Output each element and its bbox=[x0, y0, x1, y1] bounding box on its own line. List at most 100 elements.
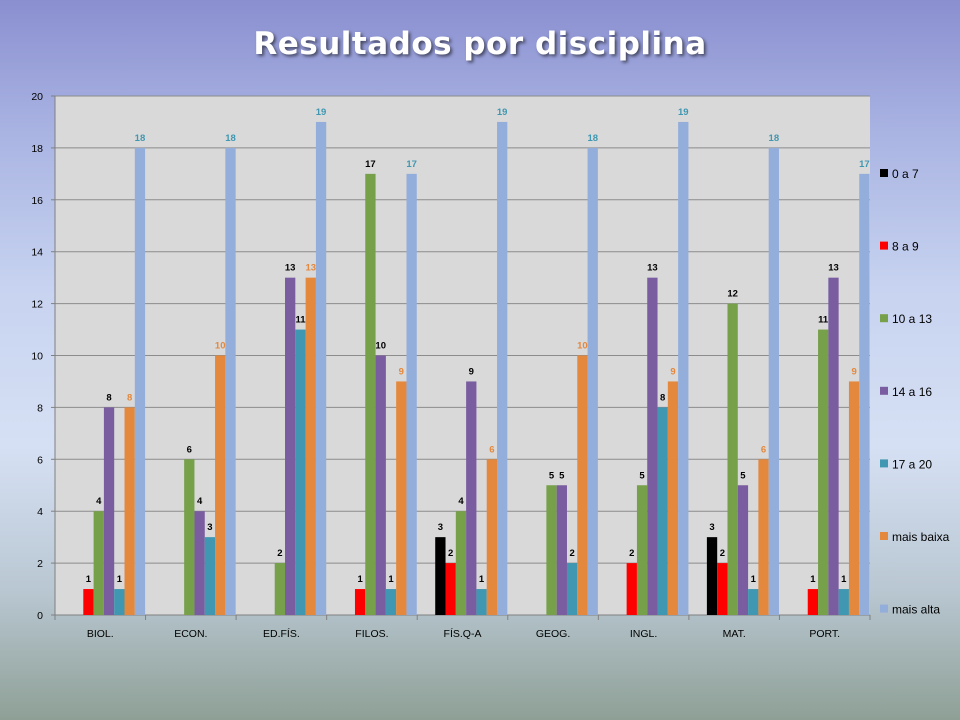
legend-label: 10 a 13 bbox=[892, 312, 932, 326]
data-label: 6 bbox=[761, 444, 766, 455]
data-label: 4 bbox=[197, 496, 203, 507]
y-tick-label: 2 bbox=[37, 558, 43, 570]
data-label: 11 bbox=[295, 315, 306, 326]
data-label: 8 bbox=[106, 392, 111, 403]
data-label: 2 bbox=[277, 548, 282, 559]
x-tick-label: GEOG. bbox=[536, 628, 570, 640]
bar bbox=[587, 147, 598, 615]
bar bbox=[657, 407, 668, 615]
data-label: 1 bbox=[117, 574, 123, 585]
bar bbox=[667, 381, 679, 615]
data-label: 5 bbox=[559, 470, 565, 481]
data-label: 4 bbox=[458, 496, 464, 507]
bar bbox=[295, 329, 306, 615]
data-label: 1 bbox=[357, 574, 363, 585]
data-label: 10 bbox=[215, 341, 226, 352]
data-label: 18 bbox=[225, 133, 236, 144]
bar bbox=[828, 277, 839, 615]
data-label: 9 bbox=[851, 366, 856, 377]
data-label: 3 bbox=[438, 522, 443, 533]
bar bbox=[818, 329, 829, 615]
x-tick-label: ED.FÍS. bbox=[263, 627, 300, 640]
y-tick-label: 0 bbox=[37, 610, 43, 622]
bar bbox=[114, 589, 125, 615]
bar bbox=[396, 381, 407, 615]
x-tick-label: FÍS.Q-A bbox=[444, 627, 482, 640]
bar bbox=[455, 511, 467, 615]
bar bbox=[385, 589, 397, 615]
legend-swatch bbox=[880, 604, 888, 613]
legend-label: 0 a 7 bbox=[892, 167, 919, 181]
data-label: 6 bbox=[187, 444, 192, 455]
bar bbox=[848, 381, 860, 615]
data-label: 1 bbox=[86, 574, 92, 585]
bar bbox=[727, 303, 738, 615]
x-tick-label: FILOS. bbox=[355, 628, 388, 640]
data-label: 9 bbox=[399, 366, 404, 377]
data-label: 3 bbox=[207, 522, 212, 533]
bar bbox=[274, 563, 286, 615]
legend-swatch bbox=[880, 386, 888, 395]
data-label: 1 bbox=[841, 574, 847, 585]
data-label: 17 bbox=[406, 159, 417, 170]
data-label: 10 bbox=[375, 341, 386, 352]
bar bbox=[838, 589, 849, 615]
legend-label: 17 a 20 bbox=[892, 457, 932, 471]
bar bbox=[375, 355, 386, 615]
bar bbox=[497, 121, 508, 615]
data-label: 5 bbox=[549, 470, 555, 481]
bar bbox=[406, 173, 417, 615]
bar bbox=[354, 589, 366, 615]
bar bbox=[706, 537, 718, 615]
bar bbox=[556, 485, 567, 615]
data-label: 5 bbox=[740, 470, 746, 481]
data-label: 19 bbox=[678, 107, 689, 118]
data-label: 19 bbox=[497, 107, 508, 118]
bar bbox=[717, 563, 728, 615]
legend-swatch bbox=[880, 241, 888, 250]
bar bbox=[285, 277, 296, 615]
data-label: 9 bbox=[469, 366, 474, 377]
bar bbox=[225, 147, 236, 615]
data-label: 6 bbox=[489, 444, 494, 455]
y-tick-label: 10 bbox=[31, 351, 43, 363]
data-label: 17 bbox=[365, 159, 376, 170]
data-label: 1 bbox=[810, 574, 816, 585]
data-label: 2 bbox=[448, 548, 453, 559]
bar bbox=[807, 589, 819, 615]
data-label: 9 bbox=[670, 366, 675, 377]
bar bbox=[305, 277, 316, 615]
data-label: 2 bbox=[720, 548, 725, 559]
bar bbox=[678, 121, 689, 615]
bar bbox=[83, 589, 94, 615]
data-label: 3 bbox=[709, 522, 714, 533]
data-label: 13 bbox=[647, 263, 658, 274]
bar bbox=[466, 381, 477, 615]
data-label: 1 bbox=[388, 574, 394, 585]
bar bbox=[215, 355, 226, 615]
data-label: 17 bbox=[859, 159, 870, 170]
legend-swatch bbox=[880, 459, 888, 468]
bar bbox=[435, 537, 446, 615]
data-label: 13 bbox=[285, 263, 296, 274]
y-tick-label: 6 bbox=[37, 454, 43, 466]
y-tick-label: 14 bbox=[31, 247, 43, 259]
bar bbox=[476, 589, 487, 615]
bar bbox=[758, 459, 769, 615]
data-label: 11 bbox=[818, 315, 829, 326]
x-tick-label: INGL. bbox=[630, 628, 657, 640]
data-label: 1 bbox=[751, 574, 757, 585]
bar bbox=[124, 407, 135, 615]
data-label: 1 bbox=[479, 574, 485, 585]
bar bbox=[184, 459, 195, 615]
data-label: 4 bbox=[96, 496, 102, 507]
x-tick-label: PORT. bbox=[809, 628, 840, 640]
data-label: 13 bbox=[828, 263, 839, 274]
bar bbox=[365, 173, 376, 615]
bar bbox=[737, 485, 749, 615]
data-label: 19 bbox=[316, 107, 327, 118]
bar bbox=[647, 277, 658, 615]
data-label: 18 bbox=[587, 133, 598, 144]
bar bbox=[93, 511, 104, 615]
